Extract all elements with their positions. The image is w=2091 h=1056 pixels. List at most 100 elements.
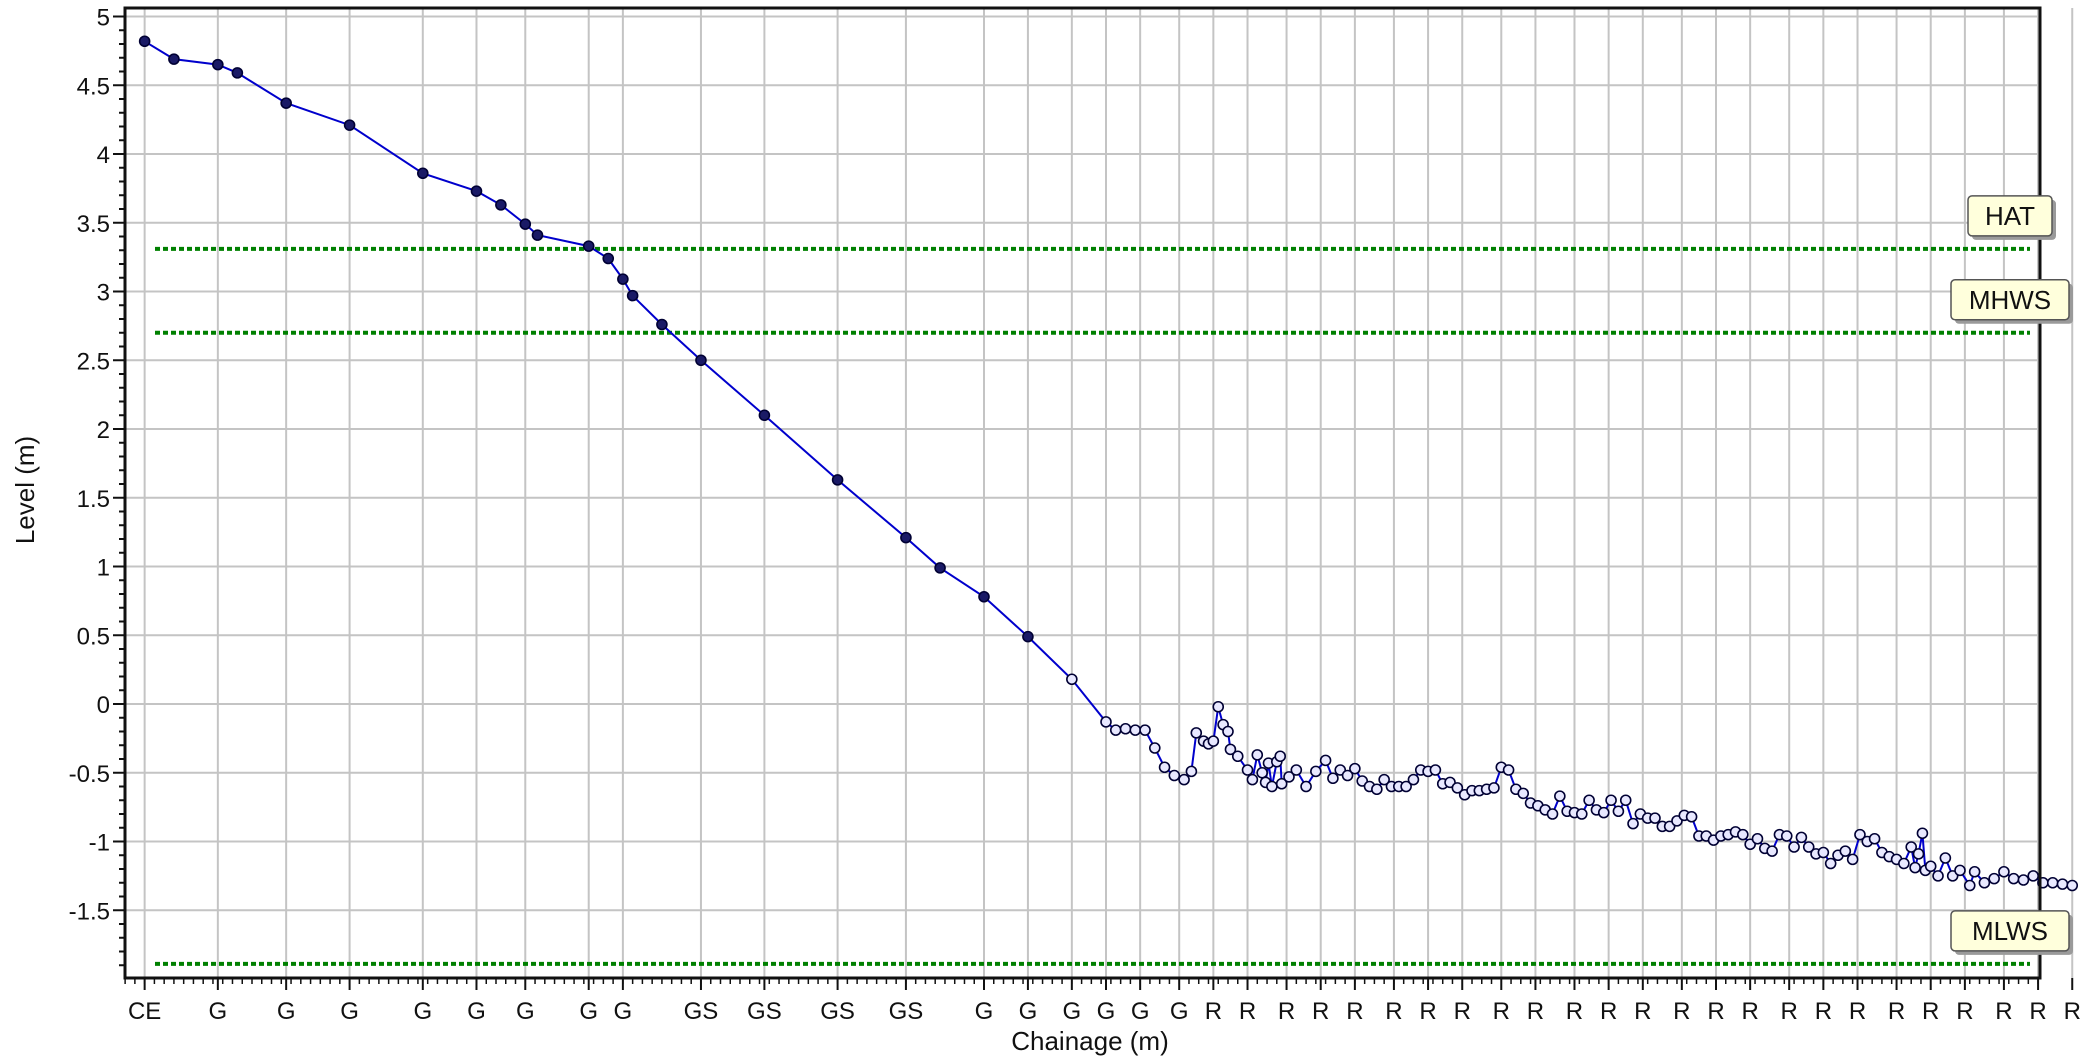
data-point	[1597, 806, 1610, 819]
data-point	[1685, 810, 1698, 823]
data-point	[1451, 782, 1464, 794]
data-point	[1178, 773, 1190, 786]
data-point	[602, 252, 615, 265]
data-point	[1854, 828, 1866, 841]
data-point	[1502, 764, 1515, 776]
data-point	[1266, 780, 1278, 793]
x-tick-label: R	[1600, 998, 1617, 1025]
data-point	[1212, 700, 1225, 713]
x-tick-label: R	[1205, 998, 1222, 1025]
x-tick-label: R	[1707, 998, 1724, 1025]
data-point	[212, 58, 224, 71]
data-point	[1429, 764, 1442, 776]
data-point	[1407, 773, 1420, 786]
data-point	[900, 531, 912, 544]
y-tick-label: 3	[97, 280, 110, 307]
data-point	[1868, 832, 1881, 845]
data-point	[1319, 754, 1332, 767]
data-point	[2046, 876, 2059, 889]
data-point	[1207, 735, 1220, 747]
data-point	[1846, 853, 1859, 866]
x-tick-label: G	[1063, 998, 1082, 1025]
data-point	[695, 354, 707, 367]
tide-reference-labels: HAT MHWS MLWS	[1950, 195, 2073, 955]
x-tick-label: R	[1995, 998, 2012, 1025]
x-tick-label: R	[1419, 998, 1436, 1025]
y-tick-label: 0	[97, 692, 110, 719]
data-point	[531, 229, 544, 241]
y-tick-label: -1	[89, 830, 110, 857]
x-tick-label: R	[1815, 998, 1832, 1025]
data-point	[1780, 830, 1793, 842]
data-point	[1576, 808, 1588, 820]
data-point	[138, 35, 151, 48]
data-point	[1649, 812, 1661, 824]
data-point	[1231, 750, 1244, 763]
data-point	[1988, 872, 2000, 885]
data-point	[1612, 805, 1625, 818]
x-tick-label: R	[1849, 998, 1866, 1025]
data-point	[2056, 878, 2069, 890]
data-point	[1751, 832, 1764, 845]
data-point	[978, 590, 990, 603]
plot-frame	[123, 6, 2042, 980]
data-point	[1371, 783, 1383, 796]
data-point	[1224, 743, 1237, 756]
x-tick-label: G	[209, 998, 228, 1025]
data-point	[1022, 630, 1034, 643]
x-tick-label: R	[1781, 998, 1798, 1025]
x-tick-label: G	[516, 998, 535, 1025]
y-axis-tick-labels: 5 4.5 4 3.5 3 2.5 2 1.5 1 0.5 0 -0.5 -1 -1.5	[69, 5, 110, 926]
data-point	[1546, 808, 1559, 820]
ref-label-text: HAT	[1985, 201, 2035, 231]
data-point	[2027, 870, 2039, 882]
data-point	[1251, 749, 1264, 761]
data-point	[2017, 874, 2030, 886]
data-point	[1788, 841, 1800, 853]
x-tick-label: R	[1888, 998, 1905, 1025]
data-point	[1400, 780, 1412, 793]
data-point	[1824, 857, 1837, 870]
x-tick-label: R	[1741, 998, 1758, 1025]
x-tick-label: GS	[889, 998, 924, 1025]
x-tick-label: R	[2029, 998, 2046, 1025]
data-point	[1817, 846, 1830, 859]
y-tick-label: 1	[97, 555, 110, 582]
x-tick-label: R	[1566, 998, 1583, 1025]
data-point	[831, 474, 844, 486]
y-tick-label: 4	[97, 142, 110, 169]
data-point	[1554, 790, 1566, 802]
data-point	[1139, 724, 1151, 736]
data-point	[1274, 750, 1287, 763]
y-tick-label: 0.5	[77, 623, 110, 650]
ref-label-box	[1967, 195, 2053, 237]
level-series	[138, 35, 2079, 892]
x-tick-label: GS	[684, 998, 719, 1025]
x-tick-label: G	[413, 998, 432, 1025]
data-point	[280, 97, 292, 109]
series-line	[144, 40, 2073, 888]
x-tick-label: G	[277, 998, 296, 1025]
data-point	[1619, 794, 1632, 807]
data-point	[1954, 864, 1966, 877]
data-point	[1149, 742, 1161, 754]
x-tick-label: R	[1956, 998, 1973, 1025]
data-point	[1310, 765, 1322, 778]
x-tick-label: G	[975, 998, 994, 1025]
data-point	[758, 409, 771, 422]
data-point	[470, 185, 483, 197]
x-tick-label: R	[1346, 998, 1363, 1025]
data-point	[1378, 773, 1390, 786]
x-tick-label: R	[2064, 998, 2081, 1025]
data-point	[934, 562, 946, 574]
data-point	[1300, 780, 1312, 793]
x-axis-label: Chainage (m)	[1011, 1026, 1169, 1056]
data-point	[1924, 860, 1937, 873]
x-axis-tick-labels: CE G G G G G G G G GS GS GS GS G G G G G G R R R R R R R R R R R R R R R R…	[128, 998, 2081, 1025]
data-point	[1327, 772, 1339, 785]
data-point	[1290, 764, 1303, 776]
data-point	[1517, 787, 1530, 800]
data-point	[1241, 764, 1254, 776]
tide-reference-lines	[155, 246, 2030, 966]
